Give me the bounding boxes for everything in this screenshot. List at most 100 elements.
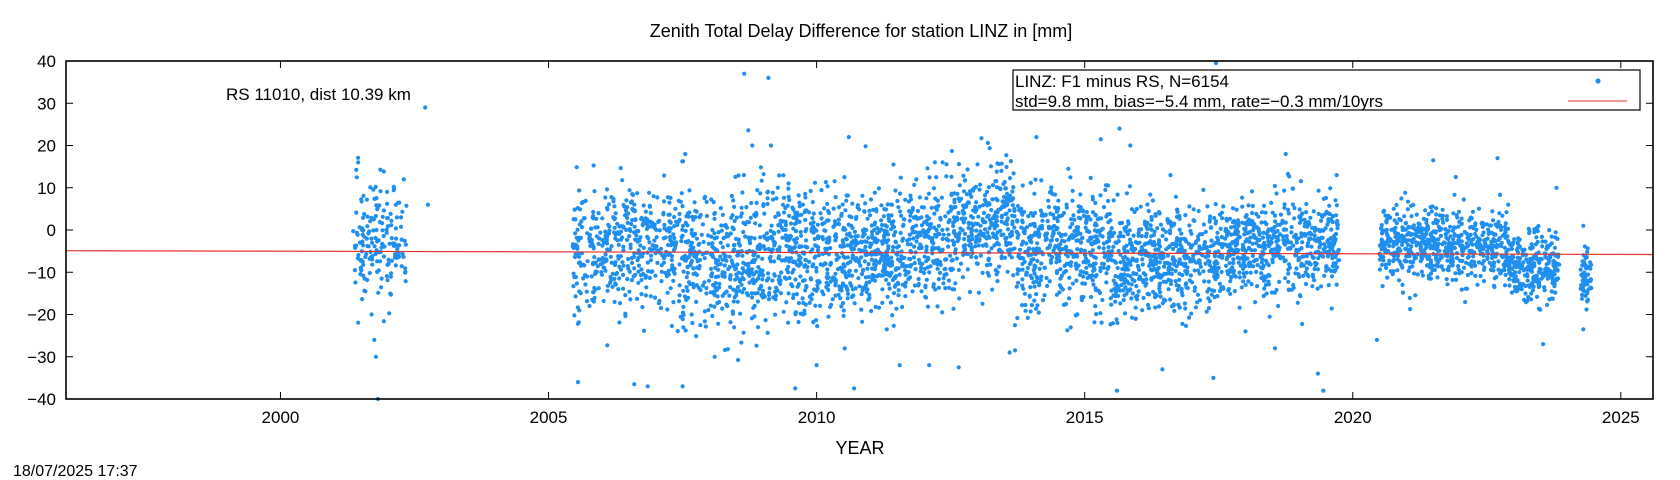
data-point bbox=[884, 277, 889, 282]
data-point bbox=[666, 272, 671, 277]
data-point bbox=[1028, 285, 1033, 290]
data-point bbox=[825, 267, 830, 272]
data-point bbox=[1463, 286, 1468, 291]
data-point bbox=[847, 273, 852, 278]
data-point bbox=[1187, 241, 1192, 247]
data-point bbox=[1428, 258, 1433, 263]
data-point bbox=[784, 243, 789, 248]
data-point bbox=[1325, 254, 1331, 259]
data-point bbox=[887, 218, 892, 223]
data-point bbox=[933, 196, 938, 201]
data-point bbox=[828, 246, 833, 251]
data-point bbox=[862, 227, 867, 232]
data-point bbox=[1269, 247, 1274, 252]
data-point bbox=[628, 245, 633, 251]
data-point bbox=[1243, 329, 1248, 334]
data-point bbox=[1158, 222, 1164, 227]
data-point bbox=[1246, 245, 1252, 250]
data-point bbox=[1133, 316, 1138, 321]
data-point bbox=[636, 263, 642, 268]
data-point bbox=[626, 266, 631, 271]
data-point bbox=[591, 163, 596, 168]
data-point bbox=[1489, 239, 1494, 244]
data-point bbox=[1129, 296, 1134, 301]
data-point bbox=[724, 258, 729, 263]
data-point bbox=[905, 242, 910, 247]
data-point bbox=[1311, 255, 1316, 260]
data-point bbox=[1292, 216, 1297, 221]
data-point bbox=[739, 211, 745, 216]
data-point bbox=[858, 263, 863, 268]
data-point bbox=[912, 182, 917, 187]
data-point bbox=[999, 256, 1004, 261]
data-point bbox=[912, 261, 917, 266]
data-point bbox=[710, 241, 715, 246]
data-point bbox=[1028, 180, 1033, 185]
data-point bbox=[863, 252, 868, 257]
data-point bbox=[589, 274, 594, 279]
data-point bbox=[685, 270, 690, 275]
data-point bbox=[1001, 194, 1007, 200]
data-point bbox=[1231, 257, 1236, 262]
data-point bbox=[682, 258, 688, 263]
data-point bbox=[735, 262, 740, 267]
data-point bbox=[572, 274, 577, 280]
data-point bbox=[1405, 207, 1410, 212]
data-point bbox=[996, 207, 1001, 212]
data-point bbox=[1022, 291, 1027, 296]
data-point bbox=[1264, 274, 1269, 279]
data-point bbox=[1450, 277, 1455, 283]
data-point bbox=[1278, 256, 1283, 261]
data-point bbox=[356, 252, 361, 258]
data-point bbox=[585, 231, 590, 236]
data-point bbox=[1113, 290, 1119, 295]
data-point bbox=[927, 175, 932, 180]
data-point bbox=[1475, 239, 1480, 244]
data-point bbox=[1113, 299, 1118, 304]
data-point bbox=[820, 289, 825, 294]
data-point bbox=[574, 165, 579, 170]
data-point bbox=[1505, 234, 1510, 239]
data-point bbox=[680, 204, 685, 209]
data-point bbox=[1491, 283, 1497, 288]
data-point bbox=[832, 223, 837, 228]
data-point bbox=[1177, 277, 1182, 282]
data-point bbox=[1202, 279, 1207, 284]
data-point bbox=[1286, 267, 1291, 272]
data-point bbox=[680, 223, 686, 228]
data-point bbox=[1007, 176, 1013, 181]
data-point bbox=[739, 205, 744, 210]
data-point bbox=[1234, 207, 1239, 212]
data-point bbox=[1406, 230, 1411, 236]
data-point bbox=[1467, 261, 1472, 267]
data-point bbox=[890, 313, 895, 318]
data-point bbox=[632, 230, 637, 235]
data-point bbox=[603, 229, 608, 234]
data-point bbox=[1267, 273, 1272, 278]
data-point bbox=[354, 210, 359, 215]
data-point bbox=[741, 229, 746, 235]
data-point bbox=[599, 272, 605, 277]
data-point bbox=[628, 228, 633, 233]
data-point bbox=[1175, 287, 1180, 292]
data-point bbox=[1223, 263, 1229, 268]
data-point bbox=[1469, 264, 1474, 269]
data-point bbox=[802, 311, 807, 316]
data-point bbox=[581, 276, 586, 281]
data-point bbox=[1045, 283, 1050, 289]
data-point bbox=[704, 286, 709, 291]
data-point bbox=[1398, 218, 1403, 223]
data-point bbox=[1286, 211, 1291, 216]
data-point bbox=[850, 256, 855, 261]
data-point bbox=[918, 246, 924, 251]
data-point bbox=[749, 235, 754, 240]
data-point bbox=[613, 211, 618, 216]
data-point bbox=[1530, 288, 1535, 293]
data-point bbox=[766, 246, 771, 252]
data-point bbox=[1109, 288, 1114, 293]
data-point bbox=[1020, 303, 1025, 308]
data-point bbox=[1518, 262, 1523, 268]
data-point bbox=[768, 228, 773, 233]
data-point bbox=[1381, 254, 1386, 260]
data-point bbox=[601, 265, 606, 270]
